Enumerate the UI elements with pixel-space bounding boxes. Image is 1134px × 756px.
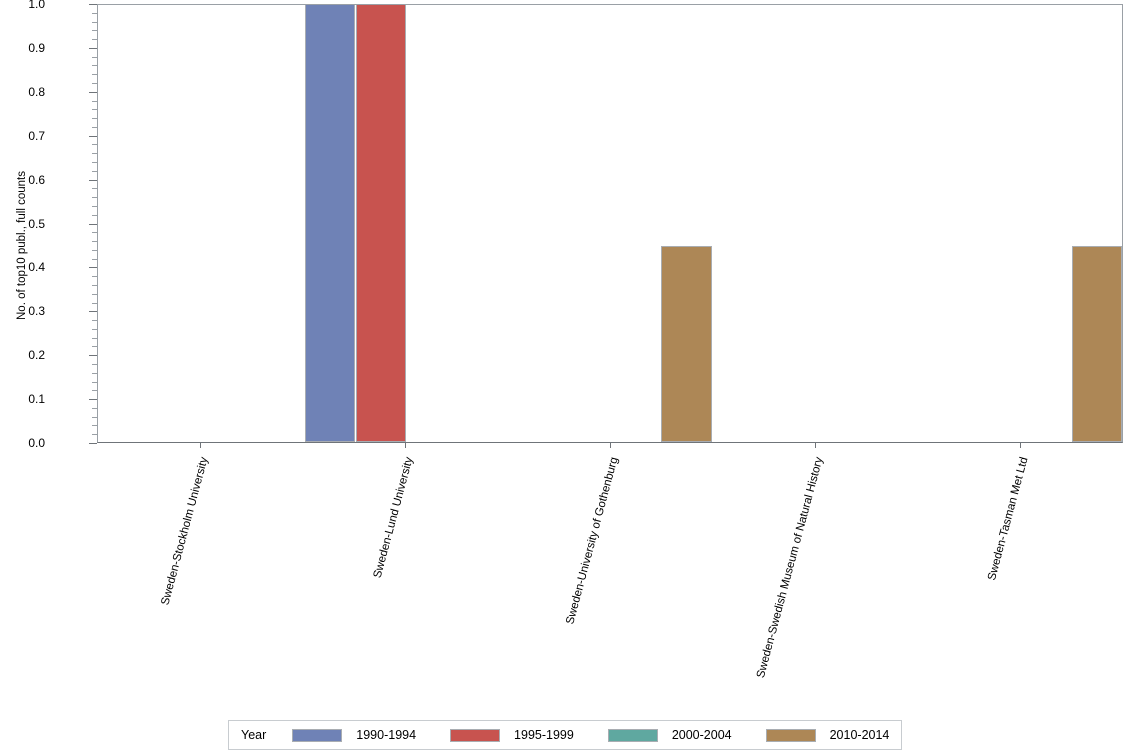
y-axis-tick — [89, 311, 97, 313]
y-axis-tick-label: 0.7 — [28, 128, 45, 143]
y-axis-minor-tick — [92, 407, 97, 409]
y-axis-minor-tick — [92, 39, 97, 41]
chart-legend: Year 1990-1994 1995-1999 2000-2004 2010-201… — [228, 720, 903, 750]
y-axis-tick — [89, 4, 97, 5]
y-axis-minor-tick — [92, 258, 97, 260]
y-axis-minor-tick — [92, 232, 97, 234]
y-axis-tick — [89, 135, 97, 137]
y-axis-minor-tick — [92, 337, 97, 339]
y-axis-minor-tick — [92, 197, 97, 199]
y-axis-tick-label: 0.0 — [28, 436, 45, 450]
y-axis-minor-tick — [92, 205, 97, 207]
legend-label: 2000-2004 — [671, 728, 732, 742]
x-axis-tick-label: Sweden-Tasman Met Ltd — [986, 455, 1031, 582]
y-axis-minor-tick — [92, 74, 97, 76]
y-axis-tick-label: 1.0 — [28, 0, 45, 11]
y-axis-minor-tick — [92, 284, 97, 286]
y-axis-minor-tick — [92, 293, 97, 295]
y-axis-tick-label: 0.6 — [28, 172, 45, 187]
y-axis-minor-tick — [92, 372, 97, 374]
bar — [1071, 245, 1122, 442]
y-axis-minor-tick — [92, 188, 97, 190]
legend-entries: 1990-1994 1995-1999 2000-2004 2010-2014 — [292, 728, 889, 742]
y-axis-tick-label: 0.9 — [28, 40, 45, 55]
y-axis-tick — [89, 267, 97, 269]
y-axis-minor-tick — [92, 56, 97, 58]
legend-item[interactable]: 1990-1994 — [292, 728, 416, 742]
y-axis-minor-tick — [92, 241, 97, 243]
x-axis-tick — [404, 443, 406, 448]
y-axis-title-text: No. of top10 publ., full counts — [16, 171, 28, 320]
y-axis-minor-tick — [92, 381, 97, 383]
plot-area — [97, 4, 1123, 443]
y-axis-minor-tick — [92, 170, 97, 172]
y-axis-tick-label: 0.1 — [28, 392, 45, 407]
y-axis-minor-tick — [92, 328, 97, 330]
x-axis-tick — [1020, 443, 1022, 448]
legend-label: 1995-1999 — [514, 728, 574, 742]
x-axis-tick — [199, 443, 201, 448]
y-axis-minor-tick — [92, 100, 97, 102]
y-axis-tick — [89, 399, 97, 401]
y-axis-minor-tick — [92, 320, 97, 322]
y-axis-minor-tick — [92, 12, 97, 14]
legend-label: 1990-1994 — [356, 728, 417, 742]
y-axis-minor-tick — [92, 363, 97, 365]
y-axis-minor-tick — [92, 390, 97, 392]
y-axis-tick — [89, 355, 97, 357]
legend-title: Year — [241, 728, 267, 742]
y-axis-minor-tick — [92, 249, 97, 251]
bar — [305, 5, 356, 442]
legend-swatch — [607, 728, 658, 742]
y-axis-tick-label: 0.8 — [28, 84, 45, 99]
y-axis-minor-tick — [92, 425, 97, 427]
y-axis-minor-tick — [92, 162, 97, 164]
y-axis-tick-label: 0.3 — [28, 304, 45, 319]
y-axis-minor-tick — [92, 83, 97, 85]
x-axis-tick-label: Sweden-Stockholm University — [159, 455, 211, 607]
bar — [355, 5, 406, 442]
y-axis-tick — [89, 47, 97, 49]
y-axis-tick-label: 0.2 — [28, 348, 45, 363]
x-axis-tick-label: Sweden-Swedish Museum of Natural History — [755, 455, 826, 680]
x-axis-tick — [815, 443, 817, 448]
x-axis-tick — [610, 443, 611, 448]
legend-item[interactable]: 1995-1999 — [450, 728, 574, 742]
legend-item[interactable]: 2000-2004 — [607, 728, 732, 742]
y-axis-minor-tick — [92, 21, 97, 23]
legend-swatch — [765, 728, 816, 742]
y-axis-minor-tick — [92, 153, 97, 155]
y-axis-minor-tick — [92, 276, 97, 278]
y-axis-minor-tick — [92, 416, 97, 418]
legend-swatch — [292, 728, 343, 742]
y-axis-tick-label: 0.4 — [28, 260, 45, 275]
y-axis-minor-tick — [92, 65, 97, 67]
y-axis-minor-tick — [92, 30, 97, 32]
y-axis-tick — [89, 179, 97, 181]
y-axis-minor-tick — [92, 109, 97, 111]
legend-label: 2010-2014 — [829, 728, 890, 742]
y-axis-minor-tick — [92, 126, 97, 128]
y-axis-minor-tick — [92, 118, 97, 120]
y-axis-minor-tick — [92, 434, 97, 436]
y-axis-tick — [89, 223, 97, 225]
y-axis-tick-label: 0.5 — [28, 216, 45, 231]
y-axis-minor-tick — [92, 346, 97, 348]
legend-item[interactable]: 2010-2014 — [765, 728, 890, 742]
x-axis-tick-label: Sweden-University of Gothenburg — [564, 455, 621, 626]
y-axis-minor-tick — [92, 144, 97, 146]
y-axis-minor-tick — [92, 302, 97, 304]
y-axis-minor-tick — [92, 214, 97, 216]
y-axis-tick — [89, 91, 97, 93]
x-axis-tick-label: Sweden-Lund University — [371, 455, 416, 580]
y-axis-tick — [89, 443, 97, 444]
bar — [661, 245, 712, 442]
legend-swatch — [450, 728, 501, 742]
